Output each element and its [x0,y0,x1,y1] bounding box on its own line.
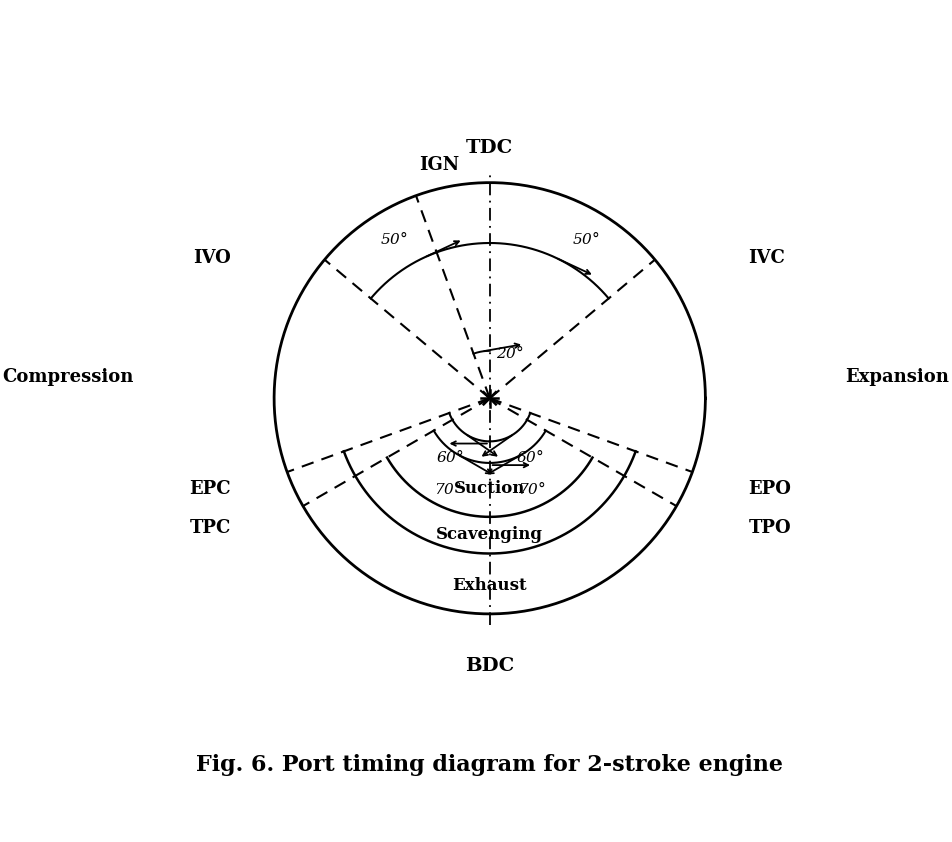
Text: 70$\degree$: 70$\degree$ [518,480,545,498]
Text: 60$\degree$: 60$\degree$ [436,448,464,465]
Text: 60$\degree$: 60$\degree$ [516,448,544,465]
Text: BDC: BDC [466,657,514,675]
Text: Suction: Suction [454,480,526,498]
Text: Scavenging: Scavenging [436,525,544,542]
Text: TPC: TPC [189,519,231,536]
Text: 20$\degree$: 20$\degree$ [496,344,524,361]
Text: IVC: IVC [748,249,785,267]
Text: Expansion: Expansion [845,368,949,386]
Text: EPC: EPC [189,480,231,498]
Text: EPO: EPO [748,480,791,498]
Text: Exhaust: Exhaust [452,578,527,594]
Text: TDC: TDC [466,139,513,157]
Text: 50$\degree$: 50$\degree$ [572,230,600,248]
Text: IGN: IGN [419,156,460,174]
Text: Fig. 6. Port timing diagram for 2-stroke engine: Fig. 6. Port timing diagram for 2-stroke… [196,754,783,776]
Text: 70$\degree$: 70$\degree$ [434,480,462,498]
Text: TPO: TPO [748,519,791,536]
Text: Compression: Compression [3,368,134,386]
Text: IVO: IVO [193,249,231,267]
Text: 50$\degree$: 50$\degree$ [380,230,407,248]
